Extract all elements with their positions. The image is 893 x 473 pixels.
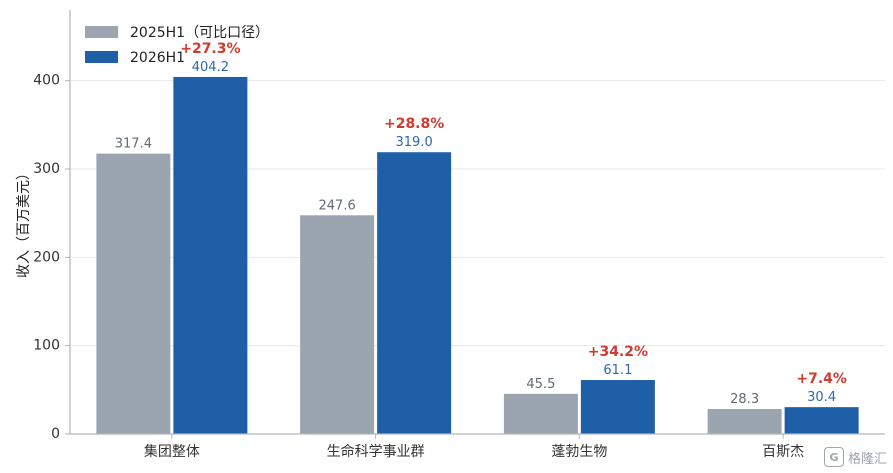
logo-icon: G — [823, 447, 844, 467]
y-tick-label: 300 — [33, 161, 60, 177]
data-label: 45.5 — [526, 377, 555, 392]
y-tick-label: 200 — [33, 249, 60, 265]
bar — [96, 153, 171, 434]
legend-swatch-2026h1 — [85, 51, 118, 63]
bar — [707, 409, 782, 434]
watermark-text: 格隆汇 — [847, 451, 887, 467]
data-label: 30.4 — [807, 390, 836, 405]
x-tick-label: 集团整体 — [144, 443, 200, 460]
legend-label-2025h1: 2025H1（可比口径） — [130, 25, 269, 41]
legend-label-2026h1: 2026H1 — [130, 50, 185, 66]
growth-label: +7.4% — [796, 371, 847, 387]
growth-label: +34.2% — [588, 344, 648, 360]
bar — [300, 215, 375, 434]
y-tick-label: 0 — [51, 426, 60, 442]
y-axis-label: 收入（百万美元） — [16, 166, 32, 278]
bar — [377, 152, 452, 434]
growth-label: +28.8% — [384, 116, 444, 132]
bars — [96, 76, 859, 434]
axes: 0 100 200 300 400 集团整体 生命科学事业群 蓬勃生物 百斯杰 — [33, 10, 885, 460]
bar — [580, 380, 655, 434]
data-label: 28.3 — [730, 392, 759, 407]
bar — [173, 76, 248, 434]
data-label: 61.1 — [603, 363, 632, 378]
data-label: 317.4 — [115, 137, 152, 152]
watermark: G 格隆汇 — [823, 447, 887, 467]
data-label: 319.0 — [396, 135, 433, 150]
value-labels: 317.4 404.2 +27.3% 247.6 319.0 +28.8% 45.5 61.1… — [115, 41, 847, 407]
x-tick-label: 生命科学事业群 — [327, 443, 425, 460]
legend-swatch-2025h1 — [85, 26, 118, 38]
data-label: 247.6 — [319, 198, 356, 213]
y-tick-label: 100 — [33, 338, 60, 354]
bar — [784, 407, 859, 434]
bar — [503, 393, 578, 434]
x-tick-label: 百斯杰 — [762, 444, 804, 460]
x-tick-label: 蓬勃生物 — [551, 444, 607, 460]
growth-label: +27.3% — [180, 41, 240, 57]
y-tick-label: 400 — [33, 73, 60, 89]
legend: 2025H1（可比口径） 2026H1 — [85, 25, 269, 66]
data-label: 404.2 — [192, 60, 229, 75]
